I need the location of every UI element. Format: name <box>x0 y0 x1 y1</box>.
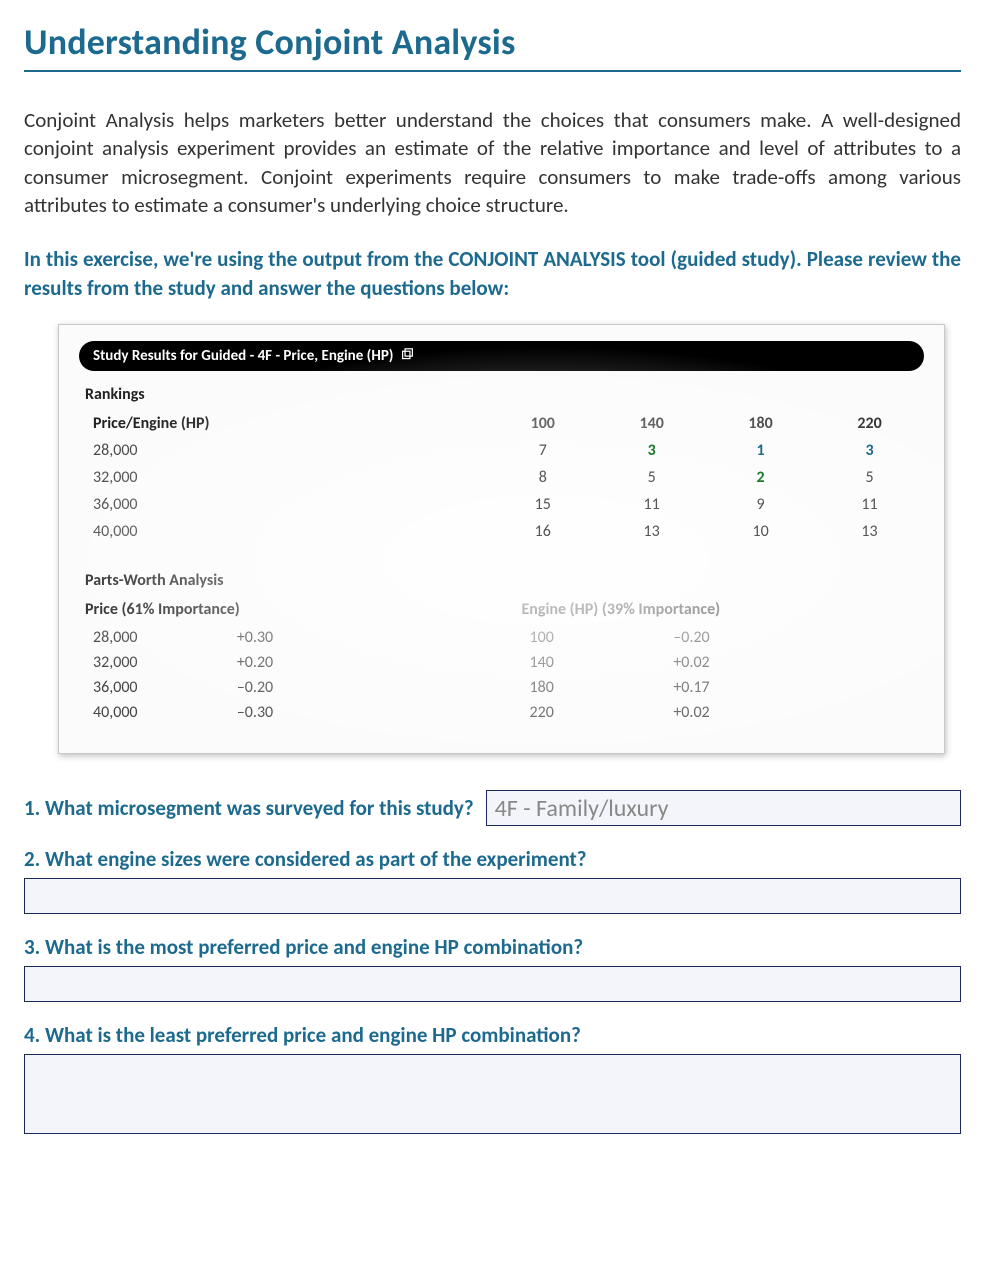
rankings-cell: 9 <box>706 491 815 518</box>
rankings-row-header: 28,000 <box>79 437 488 464</box>
parts-worth-level: 100 <box>522 628 642 647</box>
parts-worth-row: 28,000+0.30 <box>85 625 482 650</box>
rankings-col-header: 100 <box>488 410 597 437</box>
rankings-cell: 8 <box>488 464 597 491</box>
parts-worth-row: 36,000–0.20 <box>85 675 482 700</box>
parts-worth-row: 180+0.17 <box>522 675 919 700</box>
question-4-text: 4. What is the least preferred price and… <box>24 1022 961 1048</box>
parts-worth-row: 40,000–0.30 <box>85 700 482 725</box>
parts-worth-value: +0.17 <box>642 678 742 697</box>
parts-worth-row: 100–0.20 <box>522 625 919 650</box>
rankings-cell: 5 <box>815 464 924 491</box>
rankings-cell: 5 <box>597 464 706 491</box>
parts-worth-engine-header: Engine (HP) (39% Importance) <box>522 600 919 619</box>
question-1-answer-box[interactable]: 4F - Family/luxury <box>486 790 961 826</box>
parts-worth-engine-col: Engine (HP) (39% Importance) 100–0.20140… <box>522 600 919 725</box>
rankings-cell: 13 <box>597 518 706 545</box>
title-rule <box>24 70 961 72</box>
rankings-cell: 7 <box>488 437 597 464</box>
rankings-col-header: 220 <box>815 410 924 437</box>
parts-worth-level: 28,000 <box>85 628 205 647</box>
rankings-label: Rankings <box>85 385 924 404</box>
results-header-bar: Study Results for Guided - 4F - Price, E… <box>79 341 924 371</box>
parts-worth-value: +0.30 <box>205 628 305 647</box>
results-card: Study Results for Guided - 4F - Price, E… <box>58 324 945 754</box>
rankings-cell: 2 <box>706 464 815 491</box>
question-1: 1. What microsegment was surveyed for th… <box>24 790 961 826</box>
instruction-paragraph: In this exercise, we're using the output… <box>24 245 961 302</box>
parts-worth-row: 220+0.02 <box>522 700 919 725</box>
parts-worth-label: Parts-Worth Analysis <box>85 571 924 590</box>
question-4: 4. What is the least preferred price and… <box>24 1022 961 1134</box>
question-3: 3. What is the most preferred price and … <box>24 934 961 1002</box>
parts-worth-level: 36,000 <box>85 678 205 697</box>
rankings-row-header: 32,000 <box>79 464 488 491</box>
rankings-cell: 13 <box>815 518 924 545</box>
intro-paragraph: Conjoint Analysis helps marketers better… <box>24 106 961 219</box>
rankings-cell: 16 <box>488 518 597 545</box>
rankings-cell: 3 <box>815 437 924 464</box>
question-1-text: 1. What microsegment was surveyed for th… <box>24 795 474 821</box>
rankings-cell: 11 <box>815 491 924 518</box>
parts-worth-level: 40,000 <box>85 703 205 722</box>
parts-worth-level: 180 <box>522 678 642 697</box>
parts-worth-row: 32,000+0.20 <box>85 650 482 675</box>
parts-worth-level: 140 <box>522 653 642 672</box>
parts-worth-value: –0.20 <box>205 678 305 697</box>
rankings-cell: 15 <box>488 491 597 518</box>
page-title: Understanding Conjoint Analysis <box>24 20 961 64</box>
parts-worth-level: 32,000 <box>85 653 205 672</box>
parts-worth-value: +0.02 <box>642 703 742 722</box>
parts-worth-price-header: Price (61% Importance) <box>85 600 482 619</box>
parts-worth-level: 220 <box>522 703 642 722</box>
question-3-text: 3. What is the most preferred price and … <box>24 934 961 960</box>
rankings-row-header: 40,000 <box>79 518 488 545</box>
question-3-answer-box[interactable] <box>24 966 961 1002</box>
rankings-row-header: 36,000 <box>79 491 488 518</box>
rankings-table: Price/Engine (HP) 100 140 180 220 28,000… <box>79 410 924 545</box>
rankings-col-header: 180 <box>706 410 815 437</box>
rankings-cell: 1 <box>706 437 815 464</box>
results-header-title: Study Results for Guided - 4F - Price, E… <box>93 347 393 365</box>
rankings-rowcol-header: Price/Engine (HP) <box>79 410 488 437</box>
question-2: 2. What engine sizes were considered as … <box>24 846 961 914</box>
parts-worth-value: +0.20 <box>205 653 305 672</box>
rankings-cell: 3 <box>597 437 706 464</box>
rankings-cell: 11 <box>597 491 706 518</box>
parts-worth-row: 140+0.02 <box>522 650 919 675</box>
parts-worth-value: –0.20 <box>642 628 742 647</box>
rankings-col-header: 140 <box>597 410 706 437</box>
parts-worth-value: +0.02 <box>642 653 742 672</box>
question-4-answer-box[interactable] <box>24 1054 961 1134</box>
rankings-cell: 10 <box>706 518 815 545</box>
question-2-answer-box[interactable] <box>24 878 961 914</box>
question-2-text: 2. What engine sizes were considered as … <box>24 846 961 872</box>
popup-icon[interactable] <box>401 348 414 365</box>
parts-worth-value: –0.30 <box>205 703 305 722</box>
parts-worth-price-col: Price (61% Importance) 28,000+0.3032,000… <box>85 600 482 725</box>
